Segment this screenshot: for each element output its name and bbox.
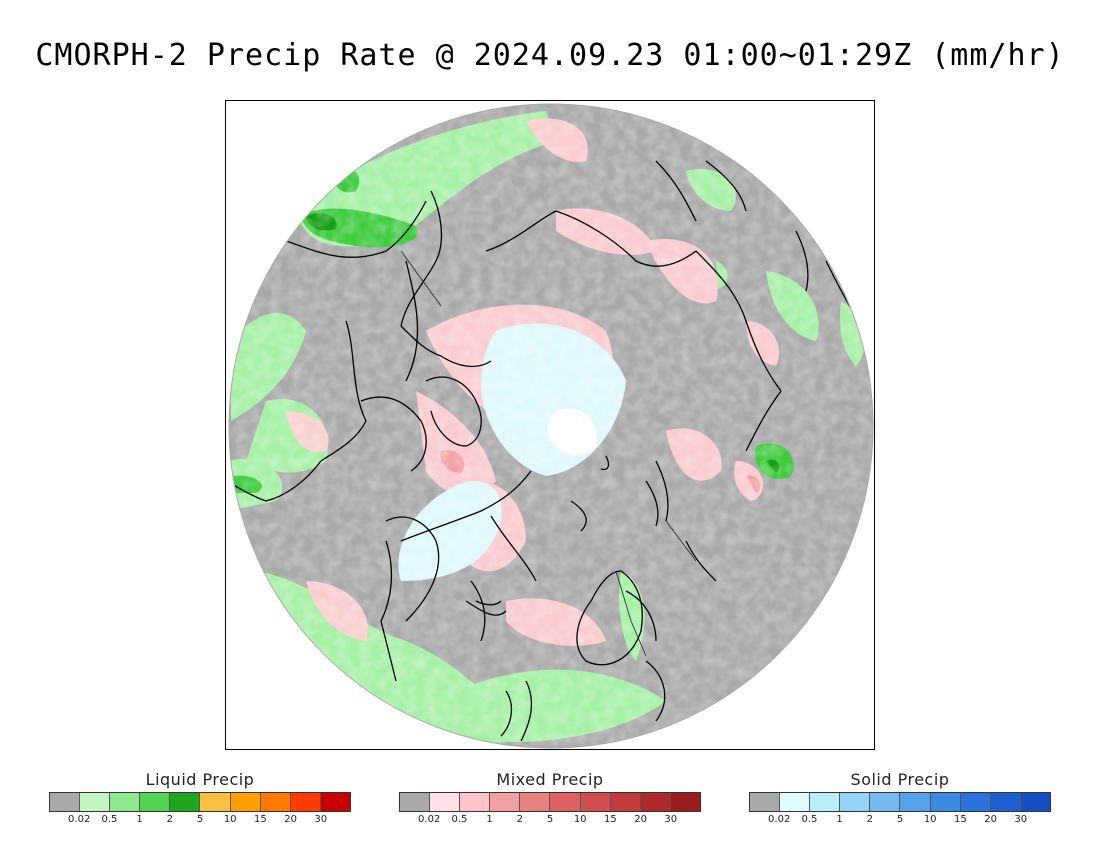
legend-tick-labels: 0.02 0.5 1 2 5 10 15 20 30	[49, 814, 351, 828]
legend-tick-label: 15	[954, 814, 967, 825]
legend-swatch	[750, 793, 781, 811]
legend-tick-label: 0.02	[68, 814, 91, 825]
legend-swatch	[50, 793, 81, 811]
legend-swatch	[670, 793, 700, 811]
legend-swatch	[550, 793, 581, 811]
legend-swatch	[930, 793, 961, 811]
legend-tick-label: 20	[984, 814, 997, 825]
legend-swatch	[400, 793, 431, 811]
legend-tick-label: 1	[136, 814, 143, 825]
legend-tick-label: 0.02	[768, 814, 791, 825]
polar-map[interactable]	[225, 100, 875, 750]
legend-swatch	[580, 793, 611, 811]
mixed-precip-legend: Mixed Precip 0.02 0.5 1 2 5 10 15 20 30	[399, 770, 701, 828]
legend-title: Liquid Precip	[145, 770, 255, 789]
legend-tick-label: 5	[896, 814, 904, 825]
legend-swatch	[610, 793, 641, 811]
legend-swatch	[230, 793, 261, 811]
legend-swatch	[460, 793, 491, 811]
legend-tick-label: 1	[486, 814, 493, 825]
legend-swatch	[960, 793, 991, 811]
noise-texture	[229, 104, 873, 748]
legend-title: Solid Precip	[850, 770, 950, 789]
legend-tick-label: 30	[664, 814, 678, 825]
legend-tick-label: 0.02	[418, 814, 441, 825]
legend-tick-label: 2	[516, 814, 523, 825]
legend-color-bar	[49, 792, 351, 812]
legend-tick-label: 20	[634, 814, 647, 825]
legend-title: Mixed Precip	[496, 770, 604, 789]
legend-tick-label: 15	[254, 814, 267, 825]
legend-tick-label: 20	[284, 814, 297, 825]
legend-tick-label: 0.5	[101, 814, 118, 825]
legend-tick-label: 15	[604, 814, 617, 825]
legend-color-bar	[749, 792, 1051, 812]
legend-color-bar	[399, 792, 701, 812]
legend-swatch	[320, 793, 350, 811]
legend-swatch	[810, 793, 841, 811]
legend-tick-label: 0.5	[451, 814, 468, 825]
polar-map-canvas	[228, 103, 874, 749]
legend-tick-label: 5	[196, 814, 204, 825]
legend-swatch	[430, 793, 461, 811]
legend-swatch	[490, 793, 521, 811]
map-title: CMORPH-2 Precip Rate @ 2024.09.23 01:00~…	[35, 38, 1065, 73]
legend-swatch	[990, 793, 1021, 811]
legend-swatch	[870, 793, 901, 811]
legend-tick-label: 10	[573, 814, 587, 825]
solid-precip-legend: Solid Precip 0.02 0.5 1 2 5 10 15 20 30	[749, 770, 1051, 828]
liquid-precip-legend: Liquid Precip 0.02 0.5 1 2 5 10 15 20 30	[49, 770, 351, 828]
legend-swatch	[290, 793, 321, 811]
legend-swatch	[200, 793, 231, 811]
legend-tick-label: 10	[923, 814, 937, 825]
legend-tick-labels: 0.02 0.5 1 2 5 10 15 20 30	[399, 814, 701, 828]
legend-tick-label: 2	[166, 814, 173, 825]
legend-tick-label: 0.5	[801, 814, 818, 825]
legend-swatch	[1020, 793, 1050, 811]
legend-swatch	[520, 793, 551, 811]
legend-tick-label: 5	[546, 814, 554, 825]
map-disc-edge	[228, 103, 874, 749]
legend-swatch	[140, 793, 171, 811]
legend-swatch	[80, 793, 111, 811]
legend-swatch	[640, 793, 671, 811]
country-borders	[400, 250, 697, 657]
legend-swatch	[110, 793, 141, 811]
legend-swatch	[840, 793, 871, 811]
legend-swatch	[780, 793, 811, 811]
coastlines	[229, 160, 857, 742]
legend-tick-label: 30	[1014, 814, 1028, 825]
legend-swatch	[260, 793, 291, 811]
legend-tick-label: 2	[866, 814, 873, 825]
legend-swatch	[900, 793, 931, 811]
legend-tick-labels: 0.02 0.5 1 2 5 10 15 20 30	[749, 814, 1051, 828]
legend-swatch	[170, 793, 201, 811]
legend-tick-label: 10	[223, 814, 237, 825]
legend-tick-label: 1	[836, 814, 843, 825]
legend-tick-label: 30	[314, 814, 328, 825]
